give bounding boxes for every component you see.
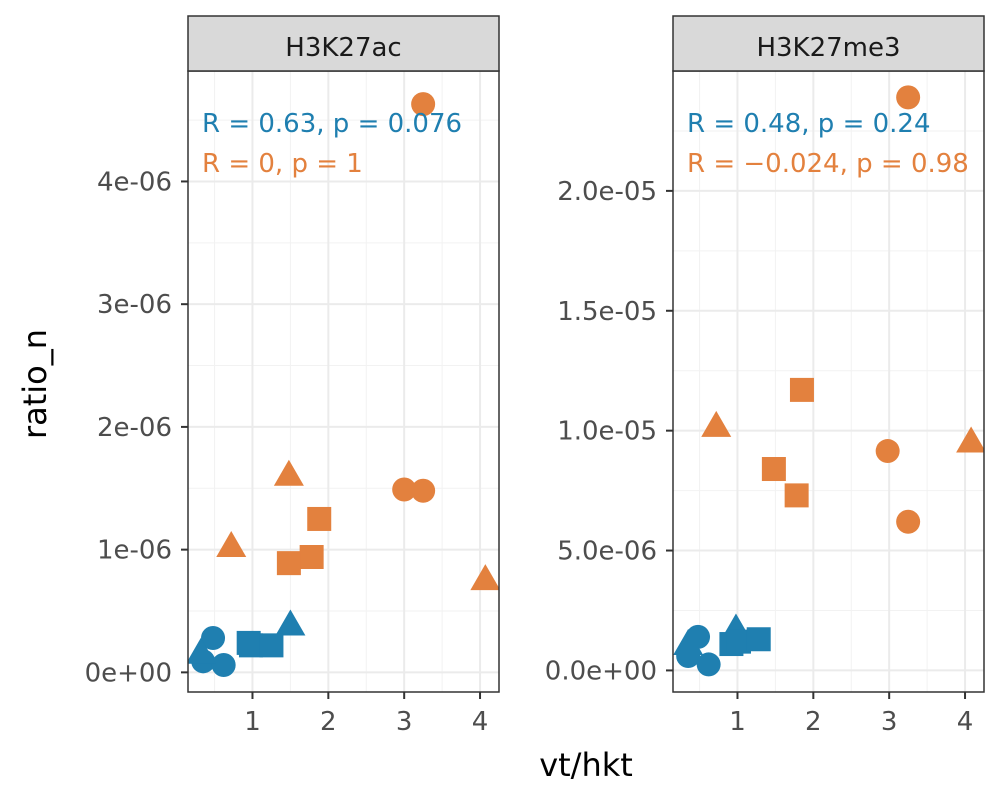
data-point-circle	[411, 92, 436, 117]
y-tick-label: 2.0e-05	[557, 177, 657, 207]
data-point-square	[746, 627, 771, 652]
panel-background	[188, 71, 499, 692]
data-point-circle	[875, 439, 900, 464]
facet-strip-label: H3K27ac	[285, 33, 401, 63]
data-point-triangle	[216, 530, 247, 557]
facet-strip-label: H3K27me3	[756, 33, 900, 63]
y-tick-label: 3e-06	[97, 290, 172, 320]
data-point-circle	[896, 509, 921, 534]
data-points	[673, 85, 984, 677]
data-point-triangle	[470, 564, 499, 591]
y-tick-label: 1.5e-05	[557, 297, 657, 327]
data-point-triangle	[273, 459, 304, 486]
y-tick-label: 5.0e-06	[557, 537, 657, 567]
data-point-triangle	[188, 637, 216, 664]
data-point-circle	[201, 626, 226, 650]
correlation-label: R = 0.48, p = 0.24	[687, 109, 931, 139]
y-tick-label: 2e-06	[97, 413, 172, 443]
data-point-square	[789, 377, 814, 402]
y-tick-label: 4e-06	[97, 167, 172, 197]
data-point-circle	[392, 477, 417, 502]
x-tick-label: 2	[805, 707, 822, 737]
data-point-circle	[696, 652, 721, 677]
facet-panel: R = 0.48, p = 0.24 R = −0.024, p = 0.98 H3…	[545, 15, 985, 737]
data-point-square	[307, 506, 332, 531]
data-points	[188, 92, 499, 677]
x-axis-title: vt/hkt	[539, 746, 633, 784]
facet-strip	[187, 15, 500, 72]
y-tick-label: 0e+00	[85, 658, 172, 688]
data-point-square	[299, 545, 324, 569]
correlation-label: R = 0.63, p = 0.076	[202, 109, 462, 139]
x-tick-label: 4	[472, 707, 489, 737]
data-point-circle	[211, 653, 236, 677]
data-point-square	[238, 633, 263, 658]
y-tick-label: 0.0e+00	[545, 656, 657, 686]
correlation-label: R = −0.024, p = 0.98	[687, 149, 969, 179]
data-point-triangle	[956, 426, 984, 453]
data-point-square	[784, 483, 809, 508]
y-tick-label: 1.0e-05	[557, 417, 657, 447]
x-tick-label: 4	[957, 707, 974, 737]
x-tick-label: 2	[320, 707, 337, 737]
x-tick-label: 1	[729, 707, 746, 737]
data-point-triangle	[673, 629, 704, 656]
correlation-annotations: R = 0.48, p = 0.24 R = −0.024, p = 0.98	[687, 109, 969, 179]
y-tick-label: 1e-06	[97, 536, 172, 566]
correlation-annotations: R = 0.63, p = 0.076 R = 0, p = 1	[202, 109, 462, 179]
facet-strip	[672, 15, 985, 72]
correlation-label: R = 0, p = 1	[202, 149, 363, 179]
data-point-circle	[411, 478, 436, 503]
data-point-square	[761, 457, 786, 482]
data-point-triangle	[701, 410, 732, 437]
data-point-square	[276, 551, 301, 576]
panel-background	[673, 71, 984, 692]
x-tick-label: 3	[396, 707, 413, 737]
data-point-square	[259, 633, 284, 658]
data-point-triangle	[275, 609, 306, 636]
facet-panel: R = 0.63, p = 0.076 R = 0, p = 1 H3K27ac 0e…	[85, 15, 500, 737]
x-tick-label: 1	[244, 707, 261, 737]
y-axis-title: ratio_n	[16, 329, 54, 439]
x-tick-label: 3	[881, 707, 898, 737]
data-point-circle	[896, 85, 921, 110]
